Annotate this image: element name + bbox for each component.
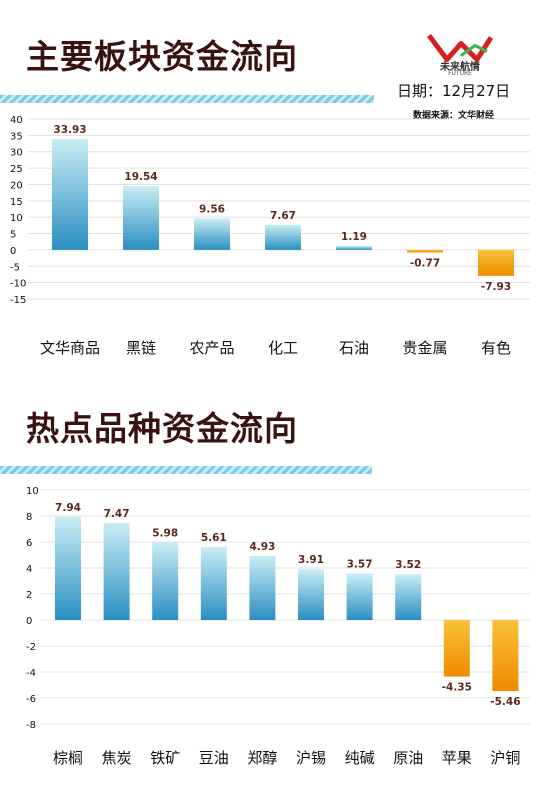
title-stripe: [0, 466, 372, 474]
category-label: 焦炭: [102, 749, 132, 767]
chart2-title: 热点品种资金流向: [26, 409, 298, 448]
bar-value-label: -5.46: [490, 696, 520, 708]
bar: [265, 224, 301, 250]
y-tick-label: 5: [10, 230, 16, 241]
category-label: 纯碱: [345, 749, 375, 767]
bar-value-label: -4.35: [442, 682, 472, 694]
logo-subtext: FUTURE: [448, 70, 472, 77]
bar: [194, 218, 230, 250]
category-label: 苹果: [442, 749, 472, 767]
category-label: 黑链: [126, 339, 156, 357]
y-tick-label: 15: [10, 197, 23, 208]
y-tick-label: -4: [26, 668, 36, 679]
chart1-svg: 40 35 30 25 20 15 10 5 0 -5 -10 -15 33.93 文华商品 19.54 黑链…: [10, 115, 530, 357]
bar: [55, 516, 81, 620]
bar-value-label: 33.93: [53, 124, 86, 136]
bar-value-label: 9.56: [199, 204, 225, 216]
category-label: 棕榈: [53, 749, 83, 767]
bar-value-label: 7.67: [270, 210, 296, 222]
chart2-svg: 10 8 6 4 2 0 -2 -4 -6 -8 7.94 棕榈 7.47 焦炭 5.98 铁矿 5.61 豆油 4…: [26, 486, 530, 767]
category-label: 贵金属: [402, 339, 447, 357]
bar: [407, 249, 443, 253]
bar: [200, 547, 227, 620]
date-label: 日期：12月27日: [397, 82, 511, 100]
y-tick-label: -8: [26, 720, 36, 731]
category-label: 沪铜: [490, 749, 520, 767]
y-tick-label: -6: [26, 694, 36, 705]
bar-value-label: 5.98: [152, 527, 178, 539]
y-tick-label: 2: [26, 590, 32, 601]
bar: [298, 569, 324, 620]
y-tick-label: 40: [10, 115, 23, 126]
y-tick-label: 0: [26, 616, 32, 627]
source-label: 数据来源：文华财经: [413, 111, 495, 121]
bar: [346, 573, 373, 620]
bar: [103, 522, 130, 620]
bar: [443, 620, 470, 677]
y-tick-label: 10: [10, 213, 23, 224]
bar-value-label: 7.94: [55, 502, 81, 514]
category-label: 郑醇: [247, 749, 277, 767]
bar-value-label: 7.47: [104, 508, 130, 520]
bar-value-label: 1.19: [341, 231, 367, 243]
bar-value-label: 3.57: [347, 559, 373, 571]
y-tick-label: 8: [26, 512, 32, 523]
bar-value-label: 5.61: [201, 532, 227, 544]
y-tick-label: -2: [26, 642, 36, 653]
logo-text: 未来航情: [440, 62, 480, 73]
bar-value-label: -7.93: [481, 281, 511, 293]
bar-value-label: 3.91: [298, 554, 324, 566]
y-tick-label: 6: [26, 538, 32, 549]
bar: [123, 185, 159, 250]
category-label: 石油: [339, 339, 369, 357]
category-label: 原油: [393, 749, 423, 767]
y-tick-label: -5: [10, 262, 20, 273]
bar: [336, 246, 372, 250]
bar: [478, 249, 514, 276]
bar-value-label: 4.93: [249, 541, 275, 553]
bar: [395, 574, 422, 620]
y-tick-label: 4: [26, 564, 32, 575]
y-tick-label: 25: [10, 164, 23, 175]
category-label: 化工: [268, 339, 298, 357]
y-tick-label: -10: [10, 279, 26, 290]
chart1-title: 主要板块资金流向: [26, 37, 298, 76]
y-tick-label: 0: [10, 246, 16, 257]
title-stripe: [0, 95, 374, 103]
y-tick-label: 35: [10, 131, 23, 142]
category-label: 文华商品: [40, 339, 100, 357]
category-label: 农产品: [189, 339, 234, 357]
bar: [152, 542, 179, 620]
bar-value-label: 3.52: [395, 559, 421, 571]
y-tick-label: 10: [26, 486, 39, 497]
bar-value-label: -0.77: [410, 257, 440, 269]
bar: [249, 555, 276, 620]
logo-icon: [427, 34, 494, 62]
category-label: 豆油: [199, 749, 229, 767]
y-tick-label: 30: [10, 148, 23, 159]
bar: [492, 620, 519, 691]
y-tick-label: 20: [10, 180, 23, 191]
category-label: 沪锡: [296, 749, 326, 767]
bar: [52, 138, 88, 250]
y-tick-label: -15: [10, 295, 26, 306]
bar-value-label: 19.54: [124, 171, 157, 183]
category-label: 有色: [481, 339, 511, 357]
category-label: 铁矿: [150, 749, 180, 767]
